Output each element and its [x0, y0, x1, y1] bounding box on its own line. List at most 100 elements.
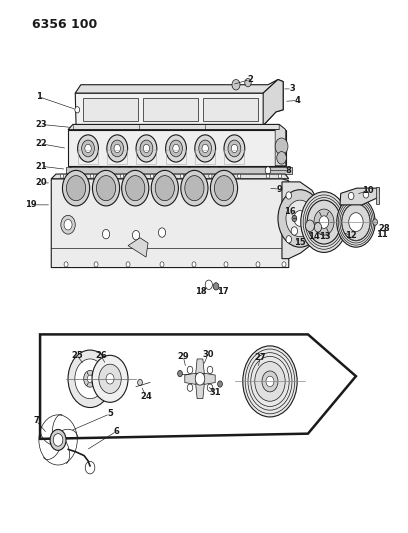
Text: 30: 30: [202, 350, 214, 359]
Ellipse shape: [217, 166, 241, 175]
Circle shape: [170, 140, 182, 157]
Circle shape: [87, 375, 93, 383]
Circle shape: [96, 175, 115, 201]
Text: 14: 14: [308, 232, 320, 241]
Circle shape: [286, 192, 292, 199]
Circle shape: [275, 138, 288, 155]
Bar: [136, 150, 156, 164]
Circle shape: [136, 135, 157, 162]
Circle shape: [75, 359, 105, 399]
Circle shape: [286, 236, 292, 243]
Text: 26: 26: [95, 351, 107, 360]
Bar: [224, 150, 244, 164]
Circle shape: [307, 200, 341, 244]
Circle shape: [211, 171, 237, 206]
Circle shape: [228, 140, 241, 157]
Text: 16: 16: [284, 207, 296, 216]
Ellipse shape: [187, 166, 211, 175]
Circle shape: [319, 216, 329, 228]
Circle shape: [363, 191, 369, 198]
Circle shape: [231, 144, 237, 152]
Circle shape: [207, 384, 213, 391]
Circle shape: [205, 280, 213, 289]
Text: 20: 20: [35, 179, 47, 188]
Circle shape: [160, 262, 164, 267]
Circle shape: [67, 175, 86, 201]
Circle shape: [50, 430, 66, 450]
Polygon shape: [68, 124, 286, 130]
Circle shape: [214, 175, 234, 201]
Text: 7: 7: [33, 416, 39, 425]
Circle shape: [120, 174, 124, 178]
Circle shape: [277, 151, 286, 164]
Circle shape: [262, 371, 278, 392]
Circle shape: [60, 174, 64, 178]
Text: 9: 9: [277, 185, 283, 193]
Circle shape: [278, 190, 322, 247]
Text: 5: 5: [107, 409, 113, 418]
Circle shape: [232, 79, 240, 90]
Circle shape: [278, 174, 282, 178]
Circle shape: [199, 140, 212, 157]
Circle shape: [202, 144, 208, 152]
Circle shape: [151, 171, 178, 206]
Text: 11: 11: [376, 230, 388, 239]
Circle shape: [94, 262, 98, 267]
Circle shape: [85, 144, 91, 152]
Ellipse shape: [157, 166, 181, 175]
Circle shape: [177, 370, 182, 377]
Circle shape: [154, 125, 158, 130]
Bar: [107, 150, 127, 164]
Circle shape: [346, 218, 352, 227]
Polygon shape: [376, 187, 379, 204]
Text: 13: 13: [319, 232, 330, 241]
Polygon shape: [51, 179, 289, 268]
Circle shape: [292, 215, 297, 222]
Circle shape: [155, 175, 174, 201]
Bar: [143, 98, 198, 122]
Circle shape: [192, 262, 196, 267]
Circle shape: [266, 125, 270, 130]
Circle shape: [256, 262, 260, 267]
Circle shape: [194, 125, 198, 130]
Circle shape: [106, 374, 114, 384]
Text: 23: 23: [35, 120, 47, 129]
Polygon shape: [68, 130, 286, 166]
Bar: [166, 150, 186, 164]
Text: 4: 4: [295, 96, 301, 105]
Text: 29: 29: [177, 352, 189, 361]
Circle shape: [224, 135, 245, 162]
Circle shape: [64, 220, 72, 230]
Circle shape: [245, 78, 251, 87]
Circle shape: [348, 192, 354, 200]
Circle shape: [166, 135, 186, 162]
Circle shape: [195, 135, 215, 162]
Polygon shape: [128, 238, 148, 257]
Polygon shape: [204, 373, 215, 384]
Circle shape: [301, 192, 347, 253]
Circle shape: [234, 125, 238, 130]
Ellipse shape: [127, 166, 151, 175]
Circle shape: [337, 197, 375, 247]
Text: 21: 21: [35, 161, 47, 171]
Bar: [195, 150, 215, 164]
Circle shape: [75, 107, 80, 113]
Circle shape: [61, 215, 75, 234]
Circle shape: [140, 140, 153, 157]
Text: 6356 100: 6356 100: [32, 19, 98, 31]
Circle shape: [158, 228, 166, 237]
Circle shape: [126, 175, 145, 201]
Text: 22: 22: [35, 139, 47, 148]
Circle shape: [207, 366, 213, 374]
Circle shape: [187, 384, 193, 391]
Circle shape: [111, 140, 124, 157]
Circle shape: [62, 171, 90, 206]
Circle shape: [180, 174, 184, 178]
Circle shape: [107, 135, 128, 162]
Polygon shape: [263, 79, 283, 125]
Circle shape: [68, 350, 112, 408]
Ellipse shape: [98, 166, 122, 175]
Circle shape: [213, 282, 219, 290]
Text: 10: 10: [362, 186, 374, 195]
Circle shape: [187, 366, 193, 374]
